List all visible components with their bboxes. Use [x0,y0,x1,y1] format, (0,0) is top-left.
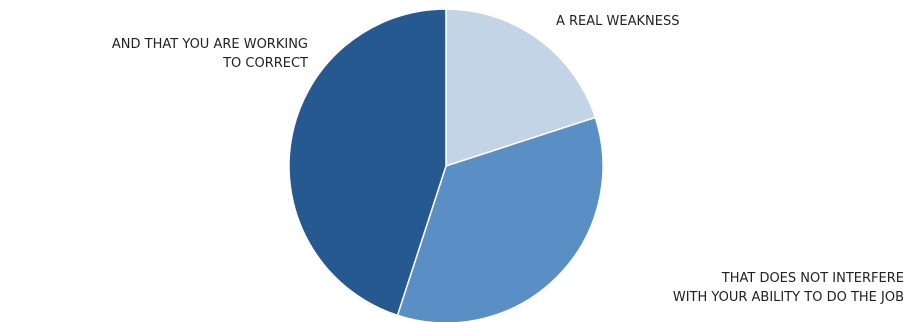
slice-label-real-weakness: A REAL WEAKNESS [556,12,679,31]
slice-label-working-to-correct: AND THAT YOU ARE WORKING TO CORRECT [8,35,308,73]
pie-slice-working-to-correct [288,8,447,317]
pie-slice-real-weakness [445,8,597,167]
slice-label-working-to-correct-line-1: AND THAT YOU ARE WORKING [111,37,308,52]
slice-label-not-interfere-line-1: THAT DOES NOT INTERFERE [721,271,904,286]
slice-label-not-interfere-line-2: WITH YOUR ABILITY TO DO THE JOB [672,290,904,305]
slice-label-not-interfere: THAT DOES NOT INTERFERE WITH YOUR ABILIT… [673,269,904,307]
slice-label-real-weakness-line-1: A REAL WEAKNESS [556,14,680,29]
slice-label-working-to-correct-line-2: TO CORRECT [223,56,308,71]
pie-slice-not-interfere [396,116,604,322]
